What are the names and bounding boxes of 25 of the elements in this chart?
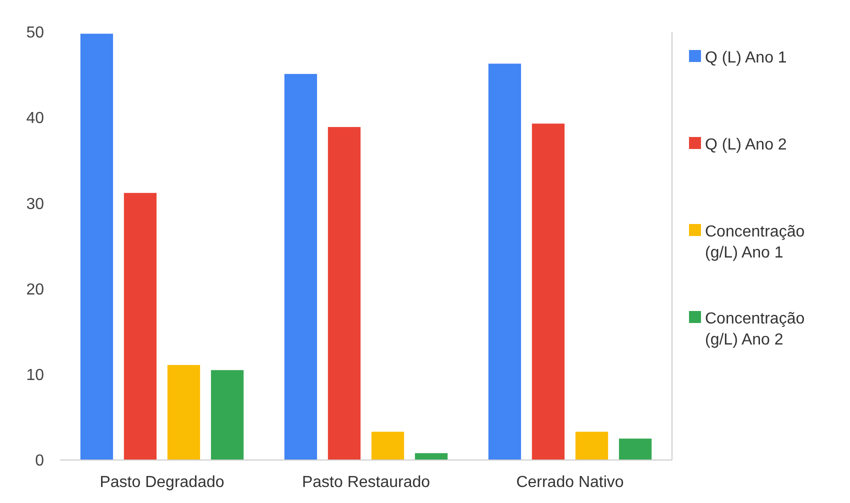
bar — [532, 124, 565, 460]
bar — [328, 127, 361, 460]
y-tick-label: 40 — [26, 110, 44, 128]
x-tick-label: Pasto Restaurado — [302, 474, 430, 491]
bar — [575, 432, 608, 460]
bar — [371, 432, 404, 460]
bar — [618, 438, 652, 460]
legend-label: Concentração (g/L) Ano 2 — [705, 310, 805, 348]
y-tick-label: 0 — [35, 452, 44, 470]
bar — [488, 64, 522, 460]
bar — [210, 370, 244, 460]
y-tick-label: 20 — [26, 281, 44, 298]
legend-label: Q (L) Ano 2 — [705, 136, 787, 154]
x-tick-label: Pasto Degradado — [100, 474, 224, 491]
bar — [80, 34, 114, 460]
bar — [167, 364, 200, 460]
legend-label: Q (L) Ano 1 — [705, 50, 787, 67]
bar — [284, 74, 318, 460]
y-tick-label: 50 — [26, 24, 44, 42]
y-tick-label: 10 — [26, 367, 44, 384]
y-tick-label: 30 — [26, 196, 44, 213]
bar — [124, 192, 157, 460]
legend-label: Concentração (g/L) Ano 1 — [705, 224, 805, 262]
bar — [414, 453, 448, 460]
x-tick-label: Cerrado Nativo — [516, 474, 624, 491]
